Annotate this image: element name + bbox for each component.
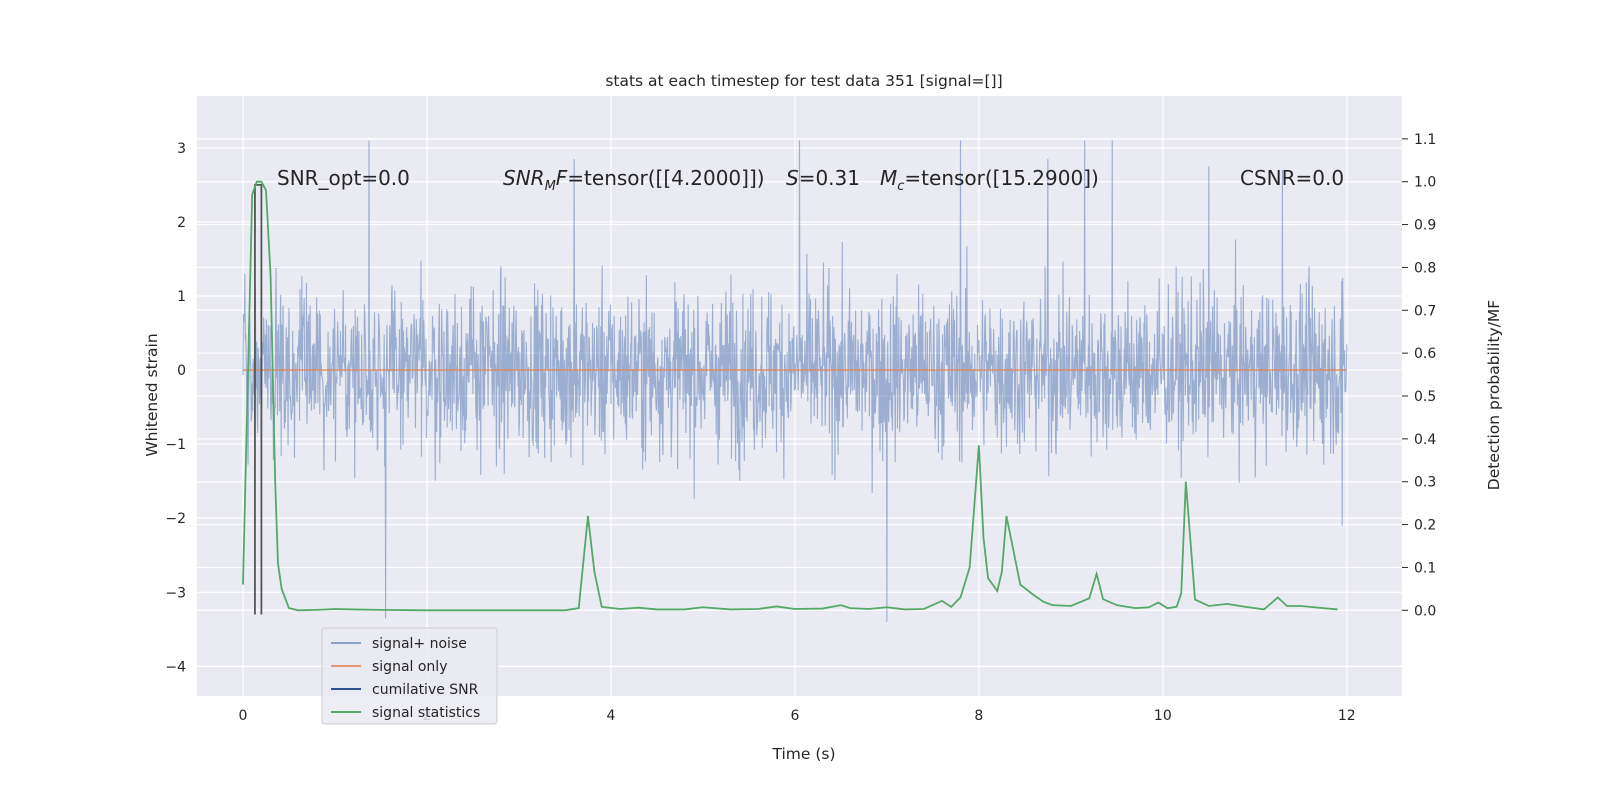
legend-label-0: signal+ noise: [372, 636, 467, 652]
legend-label-3: signal statistics: [372, 705, 480, 721]
annotation-s: S=0.31: [786, 166, 860, 190]
legend-label-1: signal only: [372, 659, 447, 675]
annotation-snr-mf: SNRMF=tensor([[4.2000]]): [503, 166, 765, 194]
annotation-mc: Mc=tensor([15.2900]): [880, 166, 1099, 194]
x-tick-label: 0: [239, 708, 248, 724]
y-right-tick-label: 0.8: [1414, 260, 1436, 276]
mc-value: =tensor([15.2900]): [904, 166, 1098, 190]
noise-series: [242, 140, 1348, 622]
y-right-tick-label: 0.3: [1414, 475, 1436, 491]
y-left-tick-label: 3: [177, 141, 186, 157]
y-right-tick-labels: 1.1 1.0 0.9 0.8 0.7 0.6 0.5 0.4 0.3 0.2 0.1 0.0: [1402, 132, 1436, 619]
legend: signal+ noise signal only cumilative SNR si…: [321, 627, 498, 725]
y-left-tick-label: −1: [165, 437, 186, 453]
y-right-tick-label: 0.4: [1414, 432, 1436, 448]
x-tick-label: 10: [1154, 708, 1172, 724]
y-right-tick-label: 0.0: [1414, 603, 1436, 619]
x-tick-label: 12: [1338, 708, 1356, 724]
annotation-csnr: CSNR=0.0: [1240, 166, 1344, 190]
y-right-tick-label: 0.2: [1414, 518, 1436, 534]
y-left-axis-label: Whitened strain: [143, 333, 161, 456]
signal-statistics-line: [242, 180, 1338, 612]
y-right-tick-label: 0.6: [1414, 346, 1436, 362]
x-tick-label: 4: [606, 708, 615, 724]
y-right-tick-label: 0.5: [1414, 389, 1436, 405]
chart-title: stats at each timestep for test data 351…: [605, 72, 1002, 90]
y-left-tick-label: 1: [177, 289, 186, 305]
x-tick-label: 8: [974, 708, 983, 724]
x-axis-label: Time (s): [771, 745, 835, 763]
s-label: S: [786, 166, 799, 190]
snr-mf-rest: =tensor([[4.2000]]): [567, 166, 764, 190]
legend-label-2: cumilative SNR: [372, 682, 479, 698]
snr-mf-sub: M: [545, 179, 556, 194]
y-right-tick-label: 1.0: [1414, 175, 1436, 191]
s-value: =0.31: [799, 166, 860, 190]
mc-sub: c: [897, 179, 904, 194]
mc-label: M: [880, 166, 897, 190]
y-right-axis-label: Detection probability/MF: [1485, 300, 1503, 491]
cumulative-snr-line: [254, 183, 263, 615]
annotation-snr-opt: SNR_opt=0.0: [277, 166, 410, 190]
signal-noise-line: [242, 140, 1348, 622]
y-right-tick-label: 0.1: [1414, 560, 1436, 576]
snr-mf-main: SNR: [503, 166, 545, 190]
y-right-tick-label: 0.9: [1414, 218, 1436, 234]
snr-mf-f: F: [556, 166, 568, 190]
line-series: [242, 180, 1347, 615]
legend-box: [321, 627, 498, 725]
y-left-tick-label: 2: [177, 215, 186, 231]
y-left-tick-label: −3: [165, 585, 186, 601]
x-tick-label: 6: [790, 708, 799, 724]
y-left-tick-labels: 3 2 1 0 −1 −2 −3 −4: [165, 141, 186, 676]
y-left-tick-label: 0: [177, 363, 186, 379]
y-right-tick-label: 0.7: [1414, 303, 1436, 319]
y-left-tick-label: −2: [165, 511, 186, 527]
y-left-tick-label: −4: [165, 659, 186, 675]
y-right-tick-label: 1.1: [1414, 132, 1436, 148]
